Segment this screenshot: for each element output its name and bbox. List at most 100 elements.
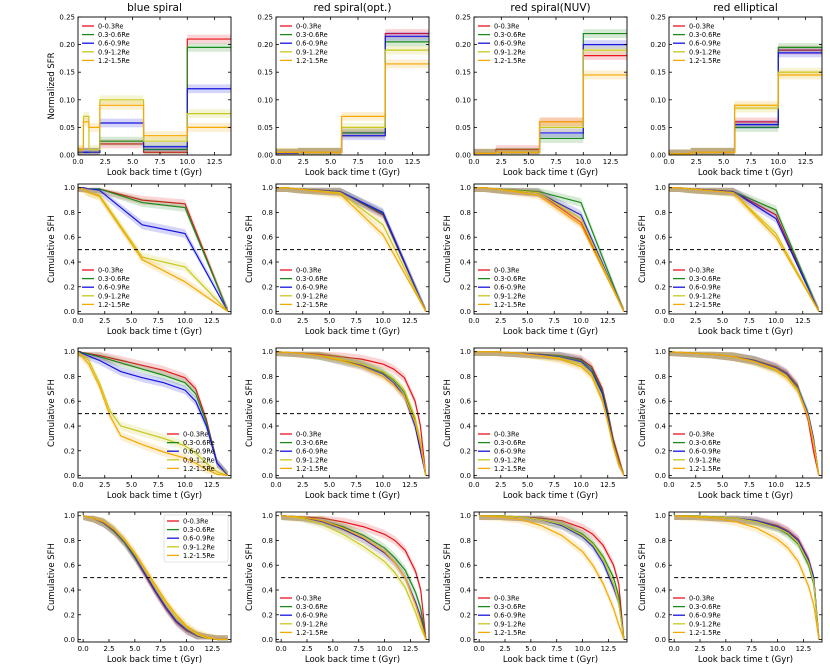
x-tick-label: 2.5 (298, 158, 309, 166)
y-tick-label: 0.20 (257, 41, 273, 49)
plot-area (669, 42, 822, 155)
x-tick-label: 7.5 (550, 158, 561, 166)
y-tick-label: 0.10 (59, 96, 75, 104)
y-tick-label: 0.4 (460, 259, 472, 267)
x-tick-label: 10.0 (768, 317, 784, 325)
x-tick-label: 0.0 (270, 317, 281, 325)
plot-area (474, 351, 625, 476)
legend-label: 0.3-0.6Re (98, 31, 130, 39)
y-tick-label: 0.8 (64, 209, 75, 217)
subplot: 0.0 2.5 5.0 7.5 10.0 12.5 0.0 0.2 0.4 0.6 0.8 1.0 Lo… (638, 347, 823, 501)
plot-area (674, 515, 820, 640)
legend-label: 0.3-0.6Re (689, 439, 721, 447)
y-tick-label: 0.0 (262, 636, 273, 644)
legend-label: 0-0.3Re (494, 267, 519, 275)
column-title: red spiral(NUV) (510, 2, 590, 14)
y-axis-label: Cumulative SFH (245, 379, 255, 447)
legend-label: 0.3-0.6Re (494, 275, 526, 283)
y-tick-label: 0.20 (59, 41, 75, 49)
series-band (276, 351, 426, 476)
legend-label: 0.9-1.2Re (494, 456, 526, 464)
y-tick-label: 1.0 (460, 512, 471, 520)
series-band (78, 187, 228, 312)
x-tick-label: 7.5 (745, 158, 756, 166)
legend-label: 1.2-1.5Re (296, 465, 328, 473)
x-tick-label: 2.5 (496, 158, 507, 166)
legend-label: 1.2-1.5Re (296, 57, 328, 65)
legend: 0-0.3Re0.3-0.6Re0.6-0.9Re0.9-1.2Re1.2-1.… (478, 595, 526, 637)
x-tick-label: 5.0 (717, 481, 728, 489)
series-line (674, 515, 820, 640)
series-band (669, 187, 819, 312)
x-tick-label: 7.5 (549, 317, 560, 325)
series-line (281, 515, 427, 640)
y-tick-label: 0.0 (460, 636, 471, 644)
y-tick-label: 0.2 (655, 447, 666, 455)
x-tick-label: 0.0 (270, 481, 281, 489)
legend: 0-0.3Re0.3-0.6Re0.6-0.9Re0.9-1.2Re1.2-1.… (280, 267, 328, 309)
legend-label: 0.3-0.6Re (98, 275, 130, 283)
x-axis-label: Look back time t (Gyr) (503, 655, 598, 664)
x-tick-label: 0.0 (474, 645, 485, 653)
y-tick-label: 0.2 (655, 611, 666, 619)
x-tick-label: 0.0 (78, 645, 89, 653)
x-axis-label: Look back time t (Gyr) (305, 327, 400, 337)
series-line (276, 351, 427, 476)
y-tick-label: 0.0 (655, 308, 666, 316)
legend-label: 0.3-0.6Re (296, 31, 328, 39)
x-tick-label: 7.5 (153, 481, 164, 489)
y-axis-label: Cumulative SFH (638, 543, 648, 611)
x-tick-label: 10.0 (377, 645, 393, 653)
legend-label: 0.6-0.9Re (494, 284, 526, 292)
subplot: 0.0 2.5 5.0 7.5 10.0 12.5 0.0 0.2 0.4 0.6 0.8 1.0 Lo… (443, 347, 628, 501)
y-axis-label: Cumulative SFH (443, 379, 453, 447)
y-tick-label: 0.2 (460, 611, 471, 619)
legend: 0-0.3Re0.3-0.6Re0.6-0.9Re0.9-1.2Re1.2-1.… (478, 431, 526, 473)
y-tick-label: 0.2 (262, 283, 273, 291)
legend-label: 0.6-0.9Re (689, 40, 721, 48)
legend: 0-0.3Re0.3-0.6Re0.6-0.9Re0.9-1.2Re1.2-1.… (280, 595, 328, 637)
subplot: 0.0 2.5 5.0 7.5 10.0 12.5 0.0 0.2 0.4 0.6 0.8 1.0 Lo… (47, 511, 232, 665)
x-tick-label: 0.0 (72, 317, 83, 325)
x-tick-label: 10.0 (377, 158, 393, 166)
subplot: 0.0 2.5 5.0 7.5 10.0 12.5 0.0 0.2 0.4 0.6 0.8 1.0 Lo… (638, 511, 823, 665)
y-tick-label: 0.10 (650, 96, 666, 104)
subplot: 0.0 2.5 5.0 7.5 10.0 12.5 0.0 0.2 0.4 0.6 0.8 1.0 Lo… (245, 347, 430, 501)
x-tick-label: 5.0 (325, 158, 336, 166)
legend-label: 0.3-0.6Re (183, 439, 215, 447)
legend: 0-0.3Re0.3-0.6Re0.6-0.9Re0.9-1.2Re1.2-1.… (673, 595, 721, 637)
series-band (669, 70, 822, 155)
x-tick-label: 5.0 (522, 481, 533, 489)
y-tick-label: 0.4 (460, 587, 472, 595)
y-tick-label: 0.8 (655, 209, 666, 217)
axes-frame (275, 16, 430, 156)
x-tick-label: 7.5 (746, 645, 757, 653)
legend-label: 0.9-1.2Re (296, 48, 328, 56)
legend-label: 0-0.3Re (183, 431, 208, 439)
x-tick-label: 12.5 (204, 481, 220, 489)
legend-label: 0.6-0.9Re (183, 448, 215, 456)
x-tick-label: 2.5 (495, 481, 506, 489)
legend-label: 1.2-1.5Re (98, 301, 130, 309)
axes-frame (668, 511, 823, 643)
legend-label: 1.2-1.5Re (296, 301, 328, 309)
plot-area (669, 187, 820, 312)
x-tick-label: 7.5 (744, 481, 755, 489)
x-tick-label: 0.0 (468, 481, 479, 489)
x-tick-label: 0.0 (276, 645, 287, 653)
x-axis-label: Look back time t (Gyr) (503, 327, 598, 337)
y-axis-label: Cumulative SFH (47, 379, 57, 447)
subplot: 0.0 2.5 5.0 7.5 10.0 12.5 0.0 0.2 0.4 0.6 0.8 1.0 Lo… (245, 511, 430, 665)
x-tick-label: 2.5 (297, 481, 308, 489)
series-line (674, 515, 820, 640)
legend-label: 0.6-0.9Re (183, 535, 215, 543)
x-tick-label: 0.0 (72, 481, 83, 489)
x-tick-label: 2.5 (103, 645, 114, 653)
legend-label: 1.2-1.5Re (494, 629, 526, 637)
legend-label: 1.2-1.5Re (494, 465, 526, 473)
subplot: 0.0 2.5 5.0 7.5 10.0 12.5 0.0 0.2 0.4 0.6 0.8 1.0 Lo… (47, 347, 232, 501)
axes-frame (668, 183, 823, 315)
series-line (78, 351, 228, 477)
axes-frame (77, 347, 232, 479)
